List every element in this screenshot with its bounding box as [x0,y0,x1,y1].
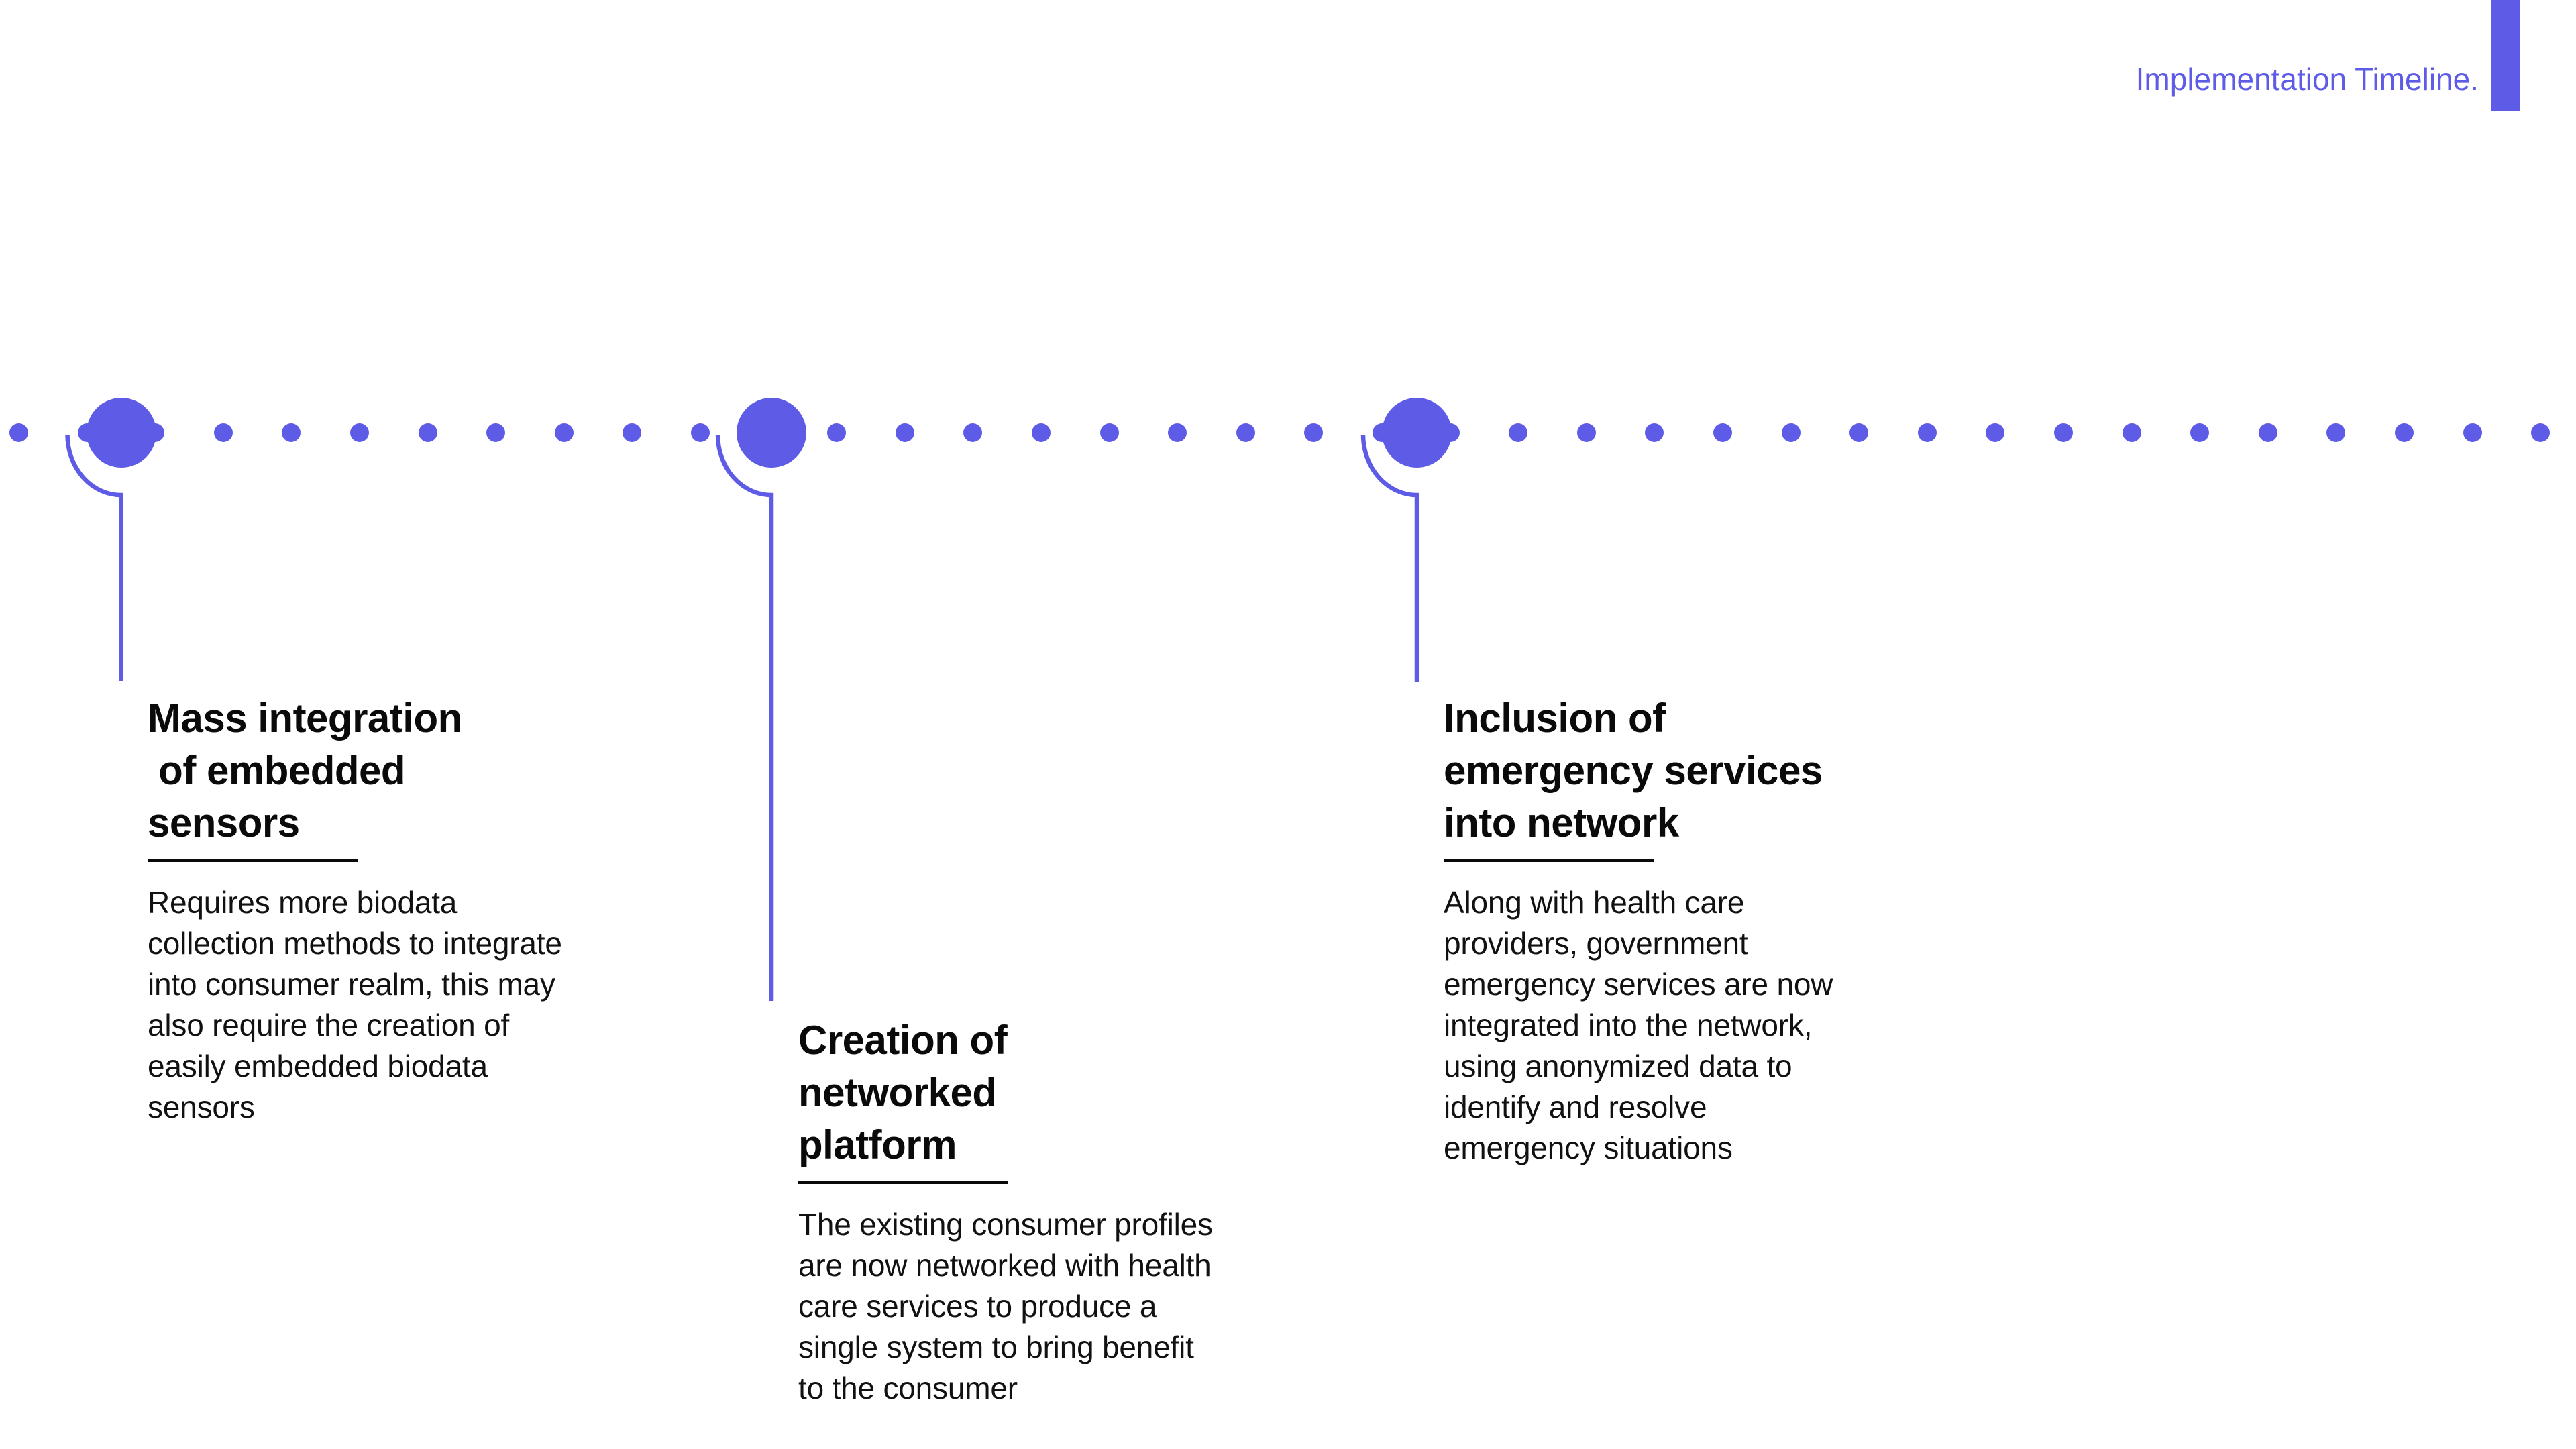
timeline-dot [691,423,710,442]
timeline-dot [1168,423,1187,442]
timeline-dot [963,423,983,442]
milestone-2-connector-line [715,434,774,1001]
timeline-dot [2122,423,2141,442]
milestone-1-title: Mass integration of embedded sensors [148,696,462,845]
timeline-dot [2531,423,2551,442]
timeline-dot [1713,423,1732,442]
milestone-2-underline [798,1181,1008,1184]
milestone-3: Inclusion of emergency services into net… [1444,692,1913,1169]
timeline-dot [2463,423,2482,442]
timeline-dot [554,423,574,442]
timeline-dot [1986,423,2005,442]
timeline-dot [1917,423,1937,442]
timeline-dot [2190,423,2210,442]
timeline-dot [418,423,437,442]
milestone-3-connector-line [1360,434,1419,682]
milestone-3-description: Along with health care providers, govern… [1444,885,1833,1165]
timeline-dot [282,423,301,442]
timeline-dot [486,423,506,442]
milestone-1-description: Requires more biodata collection methods… [148,885,562,1124]
timeline-dot [2395,423,2414,442]
timeline-dot [2258,423,2277,442]
header-accent-bar [2491,0,2520,111]
milestone-3-title: Inclusion of emergency services into net… [1444,696,1823,845]
timeline-dot [623,423,642,442]
timeline-dot [1099,423,1119,442]
timeline-dot [1849,423,1869,442]
timeline-dot [1576,423,1596,442]
milestone-1-marker-circle [86,398,156,468]
milestone-3-marker-circle [1382,398,1452,468]
timeline-dot [1509,423,1528,442]
milestone-2-description: The existing consumer profiles are now n… [798,1207,1213,1405]
timeline-dot [895,423,914,442]
milestone-3-underline [1444,859,1654,862]
timeline-dot [9,423,28,442]
timeline-dot [1032,423,1051,442]
milestone-1: Mass integration of embedded sensors Req… [148,692,617,1128]
timeline-dot [1781,423,1801,442]
timeline-dot [2326,423,2346,442]
timeline-dot [350,423,369,442]
milestone-2: Creation of networked platform The exist… [798,1014,1268,1409]
timeline-dot [1645,423,1664,442]
milestone-2-marker-circle [737,398,806,468]
timeline-dot [827,423,847,442]
timeline-dot [1304,423,1324,442]
timeline-dot [213,423,233,442]
milestone-1-connector-line [65,434,123,681]
timeline-dot [2054,423,2073,442]
page-title: Implementation Timeline. [2135,62,2479,97]
milestone-2-title: Creation of networked platform [798,1018,1008,1167]
milestone-1-underline [148,859,358,862]
timeline-dot [1236,423,1255,442]
